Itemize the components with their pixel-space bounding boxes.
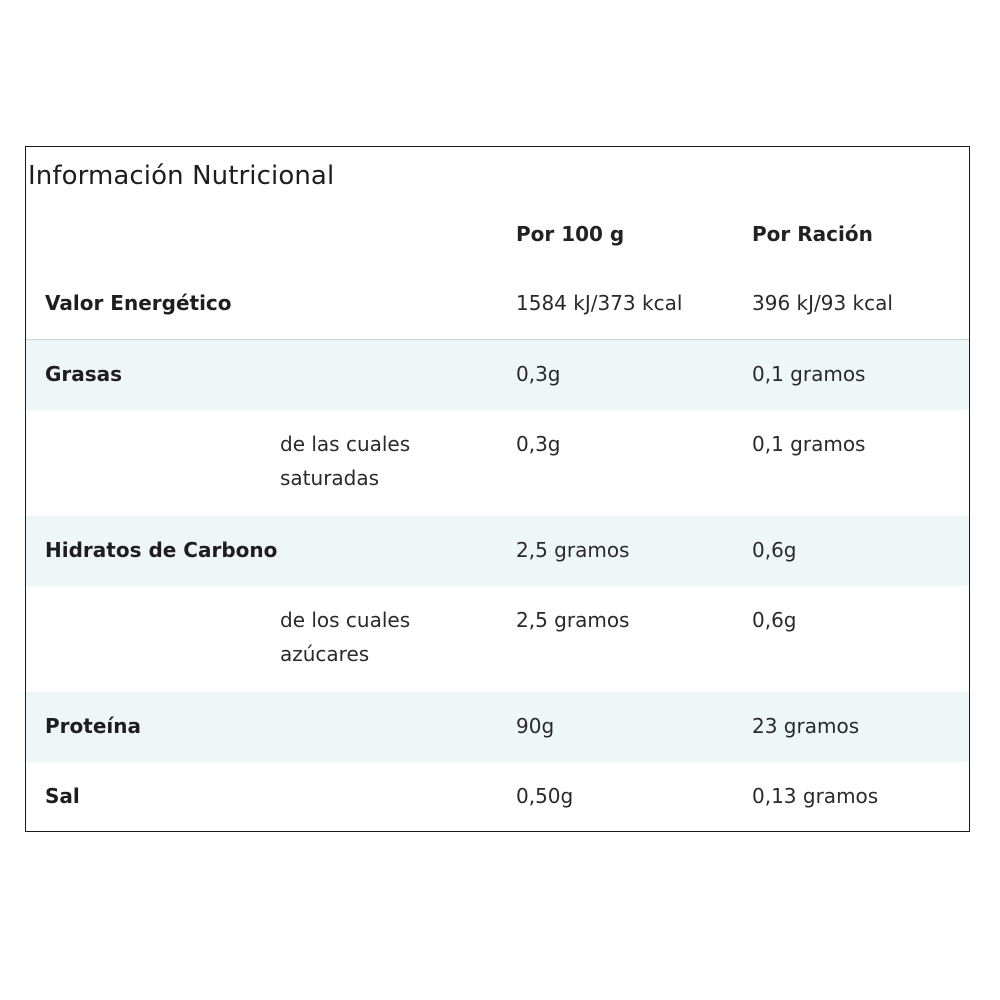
nutrition-table: Información Nutricional Por 100 g Por Ra… [25,146,970,832]
row-value-per-serving: 0,1 gramos [752,362,866,386]
table-row-protein: Proteína 90g 23 gramos [26,692,969,762]
header-per-serving: Por Ración [752,222,873,246]
table-row-sugars: de los cuales azúcares 2,5 gramos 0,6g [26,586,969,692]
row-label: Sal [45,784,80,808]
table-row-fat: Grasas 0,3g 0,1 gramos [26,340,969,410]
row-sublabel: de los cuales azúcares [280,608,411,666]
row-label: Valor Energético [45,291,232,315]
header-per-100g: Por 100 g [516,222,625,246]
row-label: Grasas [45,362,123,386]
row-value-per-serving: 396 kJ/93 kcal [752,291,893,315]
row-value-per-100g: 1584 kJ/373 kcal [516,291,683,315]
row-value-per-serving: 0,6g [752,538,797,562]
table-row-carbohydrates: Hidratos de Carbono 2,5 gramos 0,6g [26,516,969,586]
row-value-per-serving: 0,1 gramos [752,432,866,456]
row-label: Proteína [45,714,141,738]
row-value-per-serving: 0,13 gramos [752,784,879,808]
row-value-per-serving: 0,6g [752,608,797,632]
table-row-energy: Valor Energético 1584 kJ/373 kcal 396 kJ… [26,269,969,340]
row-value-per-100g: 0,50g [516,784,574,808]
row-value-per-100g: 0,3g [516,362,561,386]
table-title: Información Nutricional [28,161,335,191]
row-value-per-serving: 23 gramos [752,714,860,738]
row-value-per-100g: 0,3g [516,432,561,456]
row-sublabel: de las cuales saturadas [280,432,411,490]
row-value-per-100g: 2,5 gramos [516,608,630,632]
table-header-row: Por 100 g Por Ración [26,199,969,269]
row-value-per-100g: 90g [516,714,555,738]
table-row-salt: Sal 0,50g 0,13 gramos [26,762,969,831]
row-value-per-100g: 2,5 gramos [516,538,630,562]
table-row-saturated-fat: de las cuales saturadas 0,3g 0,1 gramos [26,410,969,516]
row-label: Hidratos de Carbono [45,538,278,562]
